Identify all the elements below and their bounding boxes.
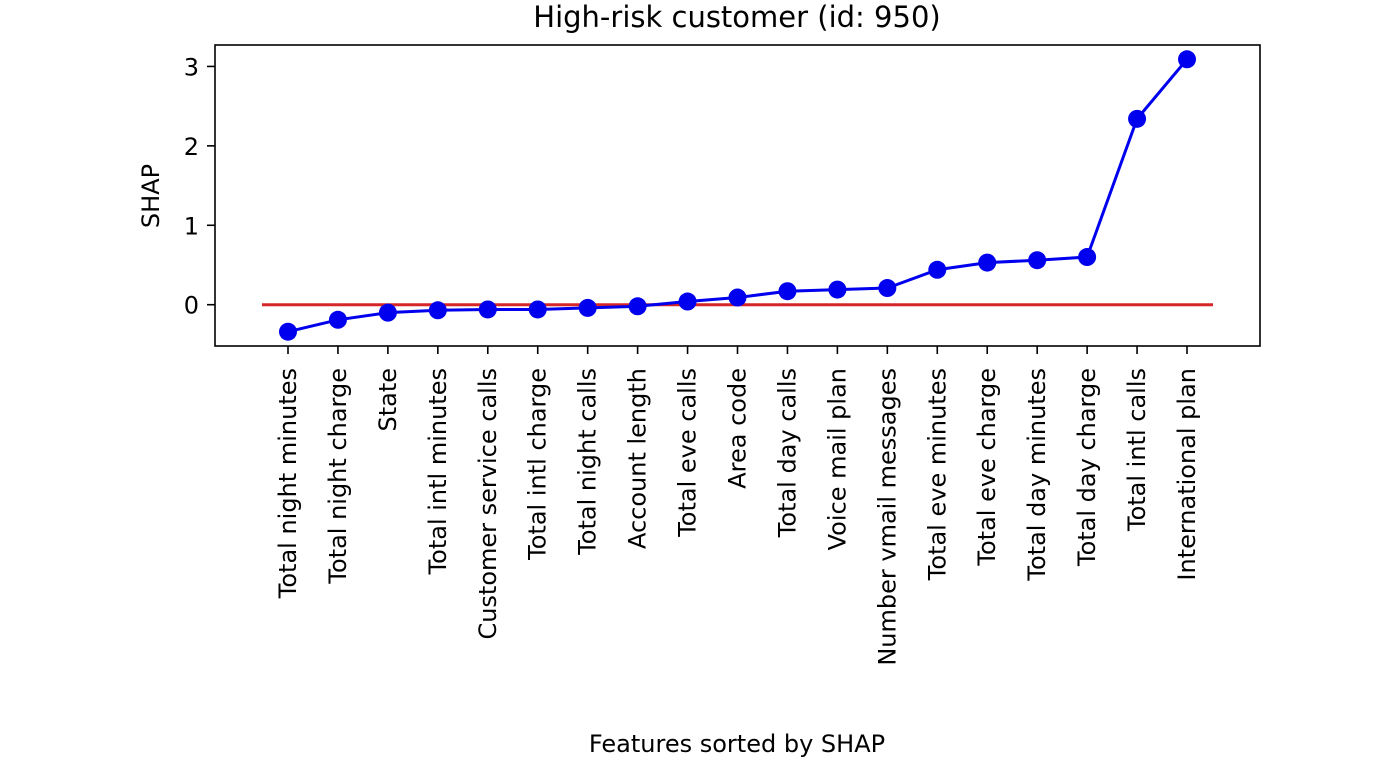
data-point [428, 301, 447, 320]
x-tick-label: Total intl charge [524, 368, 552, 561]
data-point [1078, 248, 1097, 267]
x-tick-label: International plan [1173, 368, 1201, 581]
chart-title: High-risk customer (id: 950) [533, 0, 940, 34]
y-axis: 0 1 2 3 [184, 53, 215, 320]
data-point [1028, 251, 1047, 270]
x-tick-label: Total night calls [574, 368, 602, 556]
data-point [378, 303, 397, 322]
x-tick-label: Total day charge [1073, 368, 1101, 567]
y-tick-label: 1 [184, 212, 199, 240]
data-point [628, 297, 647, 316]
data-point [528, 300, 547, 319]
data-point [1178, 50, 1196, 69]
data-point [578, 298, 597, 317]
y-tick-label: 0 [184, 292, 199, 320]
y-tick-label: 3 [184, 53, 199, 81]
data-point [928, 260, 947, 279]
data-point [478, 300, 497, 319]
series-points [279, 50, 1196, 341]
x-tick-label: Total day calls [773, 368, 801, 538]
y-tick-label: 2 [184, 133, 199, 161]
data-point [1128, 109, 1147, 128]
y-axis-label: SHAP [137, 164, 165, 228]
x-tick-label: Total intl minutes [424, 368, 452, 575]
x-tick-label: Total intl calls [1123, 368, 1151, 532]
x-tick-label: Number vmail messages [873, 368, 901, 666]
x-axis: Total night minutes Total night charge Sta… [274, 346, 1201, 666]
data-point [728, 288, 747, 307]
x-tick-label: Total eve calls [674, 368, 702, 538]
x-tick-label: Total eve minutes [923, 368, 951, 581]
x-tick-label: Customer service calls [474, 368, 502, 640]
data-point [878, 279, 897, 298]
x-tick-label: Total day minutes [1023, 368, 1051, 582]
x-tick-label: Total eve charge [973, 368, 1001, 567]
data-point [978, 253, 997, 272]
x-tick-label: State [374, 368, 402, 432]
data-point [328, 310, 347, 329]
x-tick-label: Account length [624, 368, 652, 549]
x-tick-label: Total night charge [324, 368, 352, 585]
x-tick-label: Area code [724, 368, 752, 489]
data-point [778, 282, 797, 301]
x-tick-label: Voice mail plan [823, 368, 851, 550]
data-point [828, 280, 847, 299]
x-axis-label: Features sorted by SHAP [589, 730, 885, 758]
data-point [678, 292, 697, 311]
x-tick-label: Total night minutes [274, 368, 302, 599]
data-point [279, 322, 297, 341]
